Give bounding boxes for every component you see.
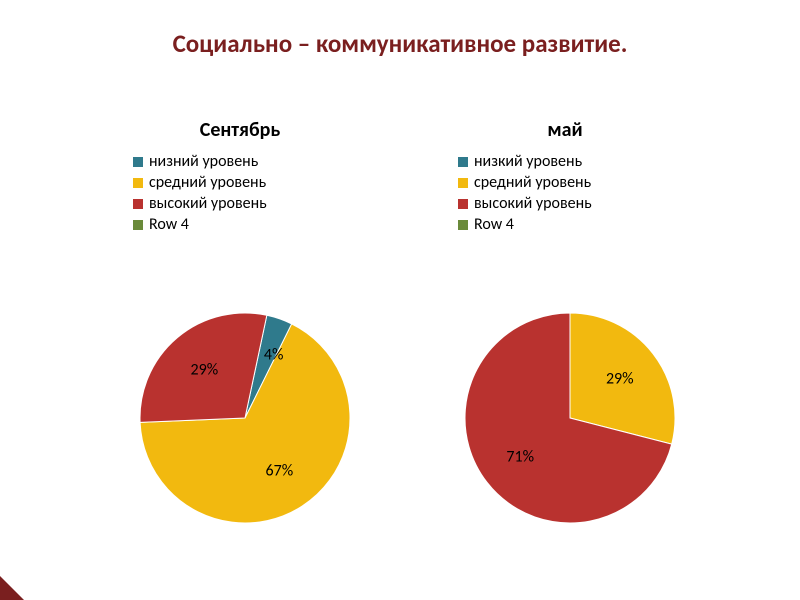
legend-swatch	[458, 157, 468, 167]
legend-item: низний уровень	[133, 152, 267, 171]
legend-swatch	[458, 199, 468, 209]
chart-september: Сентябрь низний уровень средний уровень вы…	[105, 118, 375, 538]
legend-label: высокий уровень	[149, 194, 267, 213]
chart-may: май низкий уровень средний уровень высокий…	[430, 118, 700, 538]
legend-swatch	[133, 199, 143, 209]
pie-september: 4% 67% 29%	[140, 313, 350, 523]
legend-item: высокий уровень	[133, 194, 267, 213]
pie-slice-label: 29%	[191, 360, 219, 379]
legend-swatch	[133, 178, 143, 188]
legend-september: низний уровень средний уровень высокий уро…	[133, 152, 267, 236]
chart-title-may: май	[430, 118, 700, 142]
legend-label: Row 4	[149, 215, 189, 234]
legend-item: средний уровень	[458, 173, 592, 192]
pie-slice-label: 71%	[506, 447, 534, 466]
chart-title-september: Сентябрь	[105, 118, 375, 142]
legend-item: средний уровень	[133, 173, 267, 192]
pie-slice-label: 4%	[264, 345, 284, 364]
legend-label: низкий уровень	[474, 152, 582, 171]
legend-item: Row 4	[458, 215, 592, 234]
legend-item: низкий уровень	[458, 152, 592, 171]
legend-item: Row 4	[133, 215, 267, 234]
legend-swatch	[458, 220, 468, 230]
legend-label: высокий уровень	[474, 194, 592, 213]
pie-may: 29% 71%	[465, 313, 675, 523]
corner-decoration	[0, 576, 24, 600]
legend-swatch	[133, 157, 143, 167]
legend-label: Row 4	[474, 215, 514, 234]
legend-label: средний уровень	[474, 173, 591, 192]
page-title: Социально – коммуникативное развитие.	[0, 28, 800, 59]
legend-label: средний уровень	[149, 173, 266, 192]
pie-slice-label: 29%	[606, 370, 634, 389]
legend-swatch	[133, 220, 143, 230]
legend-may: низкий уровень средний уровень высокий уро…	[458, 152, 592, 236]
slide: Социально – коммуникативное развитие. Се…	[0, 0, 800, 600]
legend-swatch	[458, 178, 468, 188]
legend-label: низний уровень	[149, 152, 258, 171]
legend-item: высокий уровень	[458, 194, 592, 213]
pie-slice-label: 67%	[265, 461, 293, 480]
